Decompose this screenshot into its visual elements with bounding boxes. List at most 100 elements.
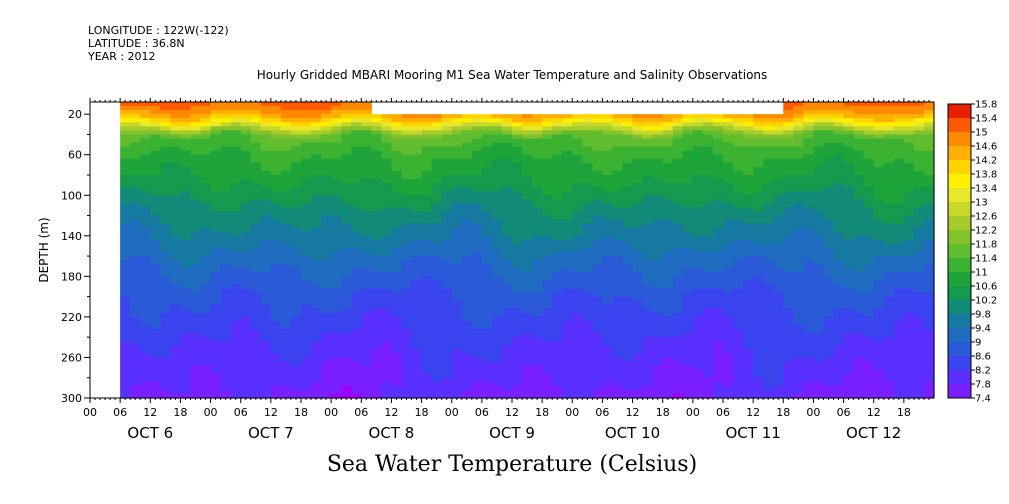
heatmap-cell-423	[170, 337, 182, 342]
heatmap-cell-1019	[250, 385, 262, 391]
heatmap-cell-4309	[723, 252, 734, 257]
heatmap-cell-2997	[532, 325, 543, 330]
heatmap-cell-3651	[632, 138, 644, 144]
heatmap-cell-308	[160, 166, 171, 172]
heatmap-cell-4258	[712, 329, 724, 334]
heatmap-cell-4359	[733, 170, 744, 176]
heatmap-cell-3173	[562, 187, 573, 192]
heatmap-cell-2042	[401, 142, 413, 148]
heatmap-cell-3494	[602, 353, 614, 359]
heatmap-cell-998	[250, 300, 262, 306]
heatmap-cell-135	[130, 353, 141, 359]
heatmap-cell-2012	[391, 304, 403, 310]
heatmap-cell-4048	[682, 329, 694, 334]
heatmap-cell-2759	[501, 211, 513, 217]
heatmap-cell-3338	[582, 288, 593, 294]
heatmap-cell-1630	[341, 199, 352, 204]
heatmap-cell-3033	[542, 187, 553, 192]
heatmap-cell-1398	[311, 146, 322, 152]
heatmap-cell-3369	[592, 130, 604, 136]
heatmap-cell-3324	[582, 231, 593, 237]
heatmap-cell-3898	[662, 288, 674, 294]
heatmap-cell-4668	[773, 288, 784, 294]
heatmap-cell-709	[210, 312, 222, 318]
heatmap-cell-3551	[612, 300, 624, 306]
heatmap-cell-2246	[431, 118, 443, 123]
heatmap-cell-2516	[461, 361, 473, 367]
heatmap-cell-1463	[321, 114, 332, 119]
heatmap-cell-1846	[371, 199, 382, 204]
heatmap-cell-1049	[260, 211, 272, 217]
heatmap-cell-4270	[712, 377, 724, 383]
heatmap-cell-2587	[471, 365, 483, 371]
heatmap-cell-1414	[311, 211, 322, 217]
heatmap-cell-2428	[451, 288, 463, 294]
heatmap-cell-2030	[391, 377, 403, 383]
heatmap-cell-1202	[280, 239, 292, 245]
heatmap-cell-887	[240, 146, 252, 152]
heatmap-cell-4621	[763, 381, 774, 387]
heatmap-cell-558	[190, 292, 202, 298]
heatmap-cell-1440	[311, 316, 322, 322]
heatmap-cell-3672	[632, 223, 644, 229]
heatmap-cell-2137	[411, 243, 423, 249]
heatmap-cell-4315	[723, 276, 734, 282]
heatmap-cell-4896	[803, 325, 815, 330]
heatmap-cell-3909	[662, 333, 674, 338]
heatmap-cell-4201	[702, 381, 714, 387]
heatmap-cell-916	[240, 264, 252, 269]
heatmap-cell-4110	[692, 296, 704, 302]
heatmap-cell-235	[150, 166, 161, 172]
heatmap-cell-3181	[562, 219, 573, 225]
heatmap-cell-4439	[743, 211, 754, 217]
heatmap-cell-1970	[391, 134, 403, 140]
heatmap-cell-4872	[803, 227, 815, 233]
heatmap-cell-768	[220, 256, 232, 261]
heatmap-cell-3197	[562, 284, 573, 290]
heatmap-cell-257	[150, 256, 161, 261]
heatmap-cell-704	[210, 292, 222, 298]
heatmap-cell-3410	[592, 296, 604, 302]
heatmap-cell-4874	[803, 235, 815, 241]
heatmap-cell-4269	[712, 373, 724, 379]
heatmap-cell-3188	[562, 247, 573, 253]
heatmap-cell-2272	[431, 223, 443, 229]
heatmap-cell-3722	[642, 142, 654, 148]
heatmap-cell-1950	[381, 337, 393, 342]
heatmap-cell-2859	[512, 333, 523, 338]
heatmap-cell-170	[140, 199, 151, 204]
heatmap-cell-944	[240, 377, 252, 383]
heatmap-cell-1465	[321, 122, 332, 127]
heatmap-cell-2793	[501, 349, 513, 354]
heatmap-cell-4702	[783, 130, 794, 136]
heatmap-cell-4015	[682, 195, 694, 200]
heatmap-cell-2670	[491, 134, 503, 140]
heatmap-cell-63	[120, 357, 131, 363]
heatmap-cell-2575	[471, 316, 483, 322]
heatmap-cell-3859	[662, 130, 674, 136]
heatmap-cell-918	[240, 272, 252, 277]
heatmap-cell-161	[140, 162, 151, 168]
heatmap-cell-3664	[632, 191, 644, 196]
heatmap-cell-4666	[773, 280, 784, 286]
heatmap-cell-1042	[260, 183, 272, 188]
heatmap-cell-2111	[411, 138, 423, 144]
heatmap-cell-791	[220, 349, 232, 354]
heatmap-cell-2015	[391, 316, 403, 322]
heatmap-cell-2203	[421, 227, 433, 233]
heatmap-cell-4541	[753, 341, 764, 346]
heatmap-cell-514	[190, 114, 202, 119]
heatmap-cell-40	[120, 264, 131, 269]
heatmap-cell-697	[210, 264, 222, 269]
heatmap-cell-1318	[301, 118, 312, 123]
heatmap-cell-2909	[522, 252, 533, 257]
heatmap-cell-2408	[451, 207, 463, 213]
heatmap-cell-3581	[622, 138, 634, 144]
heatmap-cell-876	[240, 102, 252, 107]
heatmap-cell-1310	[290, 381, 302, 387]
heatmap-cell-3391	[592, 219, 604, 225]
heatmap-cell-2546	[471, 199, 483, 204]
heatmap-cell-3432	[592, 385, 604, 391]
heatmap-cell-1560	[331, 211, 342, 217]
heatmap-cell-4740	[783, 284, 794, 290]
